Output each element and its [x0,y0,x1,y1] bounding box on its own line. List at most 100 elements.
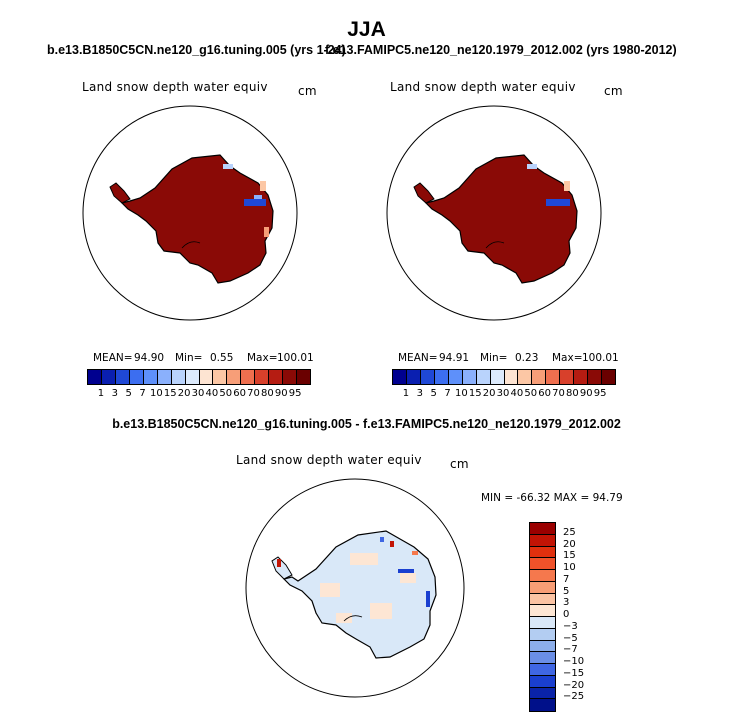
figure-title: JJA [347,18,386,41]
left-colorbar-swatch [185,370,200,384]
diff-colorbar-swatch [530,605,555,617]
left-mean-label: MEAN= [93,352,133,364]
right-colorbar-tick-label: 40 [510,388,524,399]
diff-colorbar-tick-label: −25 [563,691,585,703]
right-colorbar-tick-label: 10 [455,388,468,399]
left-max-value: 100.01 [277,352,314,364]
right-colorbar-swatch [560,370,575,384]
left-min-label: Min= [175,352,203,364]
diff-colorbar-tick-label: −3 [563,620,578,632]
right-colorbar-tick-label: 70 [552,388,565,399]
left-colorbar-swatch [157,370,172,384]
diff-colorbar-tick-label: 15 [563,550,576,562]
left-colorbar-swatch [227,370,242,384]
left-variable-label: Land snow depth water equiv [82,80,268,94]
diff-colorbar-swatch [530,523,555,535]
right-colorbar-tick-label: 30 [496,388,510,399]
left-colorbar-tick-label: 15 [163,388,177,399]
right-colorbar-swatch [504,370,519,384]
right-colorbar-swatch [532,370,547,384]
left-colorbar-swatch [115,370,130,384]
right-colorbar-swatch [490,370,505,384]
diff-colorbar-tick-label: −7 [563,644,578,656]
right-colorbar-swatch [518,370,533,384]
left-colorbar-tick-label: 10 [150,388,163,399]
left-colorbar-swatch [199,370,214,384]
right-polar-map [386,105,602,321]
right-colorbar-tick-label: 7 [444,388,451,399]
right-colorbar-tick-label: 60 [538,388,551,399]
left-colorbar-tick-label: 7 [139,388,146,399]
right-colorbar-tick-label: 3 [416,388,423,399]
right-max-label: Max= [552,352,583,364]
right-colorbar-tick-label: 95 [593,388,607,399]
left-colorbar-tick-label: 5 [125,388,132,399]
left-colorbar-tick-label: 40 [205,388,219,399]
diff-colorbar-swatch [530,687,555,700]
right-colorbar-tick-label: 90 [579,388,593,399]
diff-colorbar-swatch [530,628,555,641]
left-colorbar-swatch [213,370,228,384]
diff-antarctica-shape [282,530,437,659]
diff-colorbar-tick-label: 0 [563,609,570,620]
right-max-value: 100.01 [582,352,619,364]
left-colorbar-tick-label: 30 [191,388,205,399]
right-colorbar-tick-label: 5 [430,388,437,399]
diff-colorbar-tick-label: −20 [563,679,585,691]
diff-colorbar-swatch [530,581,555,594]
right-min-value: 0.23 [515,352,539,364]
diff-variable-label: Land snow depth water equiv [236,453,422,467]
right-colorbar-tick-label: 80 [566,388,579,399]
diff-colorbar-tick-label: −15 [563,667,585,679]
diff-polar-map [245,478,465,698]
left-colorbar-swatch [143,370,158,384]
diff-colorbar-tick-label: 20 [563,538,576,550]
left-colorbar-tick-label: 50 [219,388,233,399]
right-colorbar-swatch [393,370,407,384]
right-colorbar-swatch [546,370,561,384]
diff-colorbar-swatch [530,570,555,582]
diff-colorbar-tick-label: −5 [563,632,578,644]
diff-colorbar-tick-label: 3 [563,597,570,609]
left-colorbar-swatch [129,370,144,384]
diff-colorbar-tick-label: 7 [563,573,570,585]
left-mean-value: 94.90 [134,352,165,364]
right-colorbar-swatch [602,370,615,384]
diff-colorbar-swatch [530,652,555,664]
left-colorbar-tick-label: 3 [111,388,118,399]
diff-colorbar-swatch [530,558,555,570]
left-colorbar-tick-label: 1 [97,388,105,399]
left-colorbar-tick-label: 90 [274,388,288,399]
right-min-label: Min= [480,352,508,364]
diff-minmax: MIN = -66.32 MAX = 94.79 [481,492,623,504]
diff-colorbar-swatch [530,534,555,547]
right-variable-label: Land snow depth water equiv [390,80,576,94]
left-colorbar-tick-label: 20 [177,388,191,399]
right-colorbar-swatch [476,370,491,384]
right-colorbar-tick-label: 1 [402,388,410,399]
difference-title: b.e13.B1850C5CN.ne120_g16.tuning.005 - f… [112,417,621,431]
diff-colorbar-swatch [530,593,555,606]
right-colorbar [392,369,616,385]
diff-colorbar-tick-label: 10 [563,562,576,573]
left-colorbar-ticks: 1 3 5 7 10 15 20 30 40 50 60 70 80 90 95 [87,388,309,402]
right-mean-value: 94.91 [439,352,470,364]
diff-colorbar [529,522,556,712]
diff-colorbar-swatch [530,640,555,653]
left-max-label: Max= [247,352,278,364]
right-colorbar-swatch [420,370,435,384]
left-colorbar-swatch [255,370,270,384]
right-colorbar-swatch [574,370,589,384]
left-units-label: cm [298,84,317,98]
left-polar-map [82,105,298,321]
diff-colorbar-swatch [530,675,555,688]
right-units-label: cm [604,84,623,98]
diff-units-label: cm [450,457,469,471]
right-colorbar-swatch [448,370,463,384]
left-colorbar-swatch [88,370,102,384]
diff-colorbar-tick-label: 5 [563,585,570,597]
left-colorbar-swatch [101,370,116,384]
right-colorbar-tick-label: 15 [468,388,482,399]
left-colorbar-swatch [269,370,284,384]
left-colorbar-tick-label: 60 [233,388,246,399]
